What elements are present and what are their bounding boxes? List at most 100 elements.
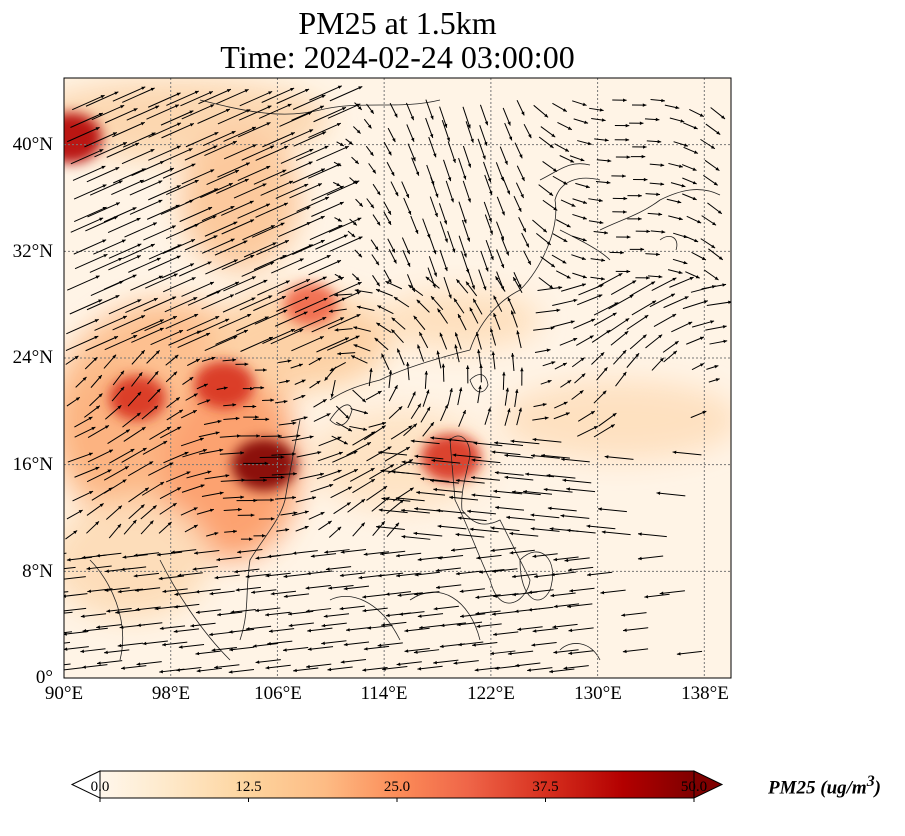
wind-arrow (195, 650, 221, 656)
wind-arrow (483, 161, 492, 183)
wind-arrow (156, 551, 183, 557)
wind-arrow (271, 258, 304, 274)
wind-arrow (123, 519, 137, 535)
wind-arrow (111, 179, 144, 195)
colorbar-tick-label: 12.5 (235, 779, 262, 795)
wind-arrow (109, 448, 135, 464)
wind-arrow (495, 162, 504, 182)
wind-arrow (527, 667, 553, 672)
wind-arrow (686, 336, 705, 345)
wind-arrow (146, 204, 180, 220)
wind-arrow (586, 524, 616, 530)
colorbar-tick-label: 50.0 (680, 779, 708, 795)
wind-arrow (211, 647, 237, 652)
wind-arrow (422, 389, 430, 407)
wind-arrow (445, 180, 454, 203)
wind-arrow (293, 667, 319, 673)
wind-arrow (166, 396, 181, 408)
wind-arrow (329, 236, 363, 252)
wind-arrow (368, 421, 387, 428)
wind-arrow (328, 291, 361, 307)
wind-arrow (458, 157, 467, 180)
wind-arrow (295, 525, 309, 532)
wind-arrow (511, 573, 538, 579)
wind-arrow (106, 142, 140, 158)
wind-arrow (469, 527, 499, 533)
wind-arrow (363, 645, 390, 651)
wind-arrow (596, 367, 608, 381)
wind-arrow (447, 388, 453, 406)
wind-arrow (440, 622, 466, 628)
wind-arrow (367, 624, 393, 630)
xtick-label: 130°E (574, 683, 622, 704)
wind-arrow (162, 238, 196, 255)
wind-arrow (425, 117, 434, 139)
wind-arrow (650, 230, 666, 234)
wind-arrow (166, 409, 184, 421)
wind-arrow (496, 271, 505, 291)
wind-arrow (165, 371, 178, 383)
wind-arrow (267, 553, 293, 559)
wind-arrow (354, 102, 363, 111)
wind-arrow (311, 185, 344, 201)
wind-arrow (245, 573, 271, 579)
wind-arrow (553, 649, 579, 654)
wind-arrow (700, 238, 716, 249)
wind-arrow (66, 556, 93, 562)
wind-arrow (333, 468, 359, 482)
wind-arrow (223, 144, 257, 160)
wind-arrow (234, 279, 268, 295)
wind-arrow (313, 398, 327, 408)
wind-arrow (196, 383, 208, 390)
wind-arrow (403, 197, 412, 216)
wind-arrow (243, 404, 257, 409)
wind-arrow (604, 455, 634, 460)
wind-arrow (140, 505, 157, 520)
wind-arrow (427, 267, 436, 288)
wind-arrow (336, 421, 353, 432)
wind-arrow (532, 416, 549, 421)
wind-arrow (321, 622, 347, 628)
wind-arrow (354, 249, 363, 258)
wind-arrow (379, 550, 406, 556)
wind-arrow (629, 247, 645, 252)
wind-arrow (309, 224, 343, 241)
wind-arrow (530, 454, 560, 459)
wind-arrow (329, 362, 346, 372)
wind-arrow (64, 611, 73, 614)
wind-arrow (131, 327, 164, 343)
wind-arrow (532, 219, 548, 233)
wind-arrow (339, 605, 365, 611)
wind-arrow (701, 215, 717, 226)
wind-arrow (560, 457, 590, 463)
wind-arrow (64, 641, 71, 644)
wind-arrow (610, 330, 629, 346)
wind-arrow (251, 222, 285, 238)
wind-arrow (492, 631, 519, 637)
wind-arrow (131, 349, 146, 365)
wind-arrow (122, 412, 141, 428)
wind-arrow (656, 491, 686, 497)
wind-arrow (418, 624, 445, 630)
wind-arrow (566, 487, 596, 493)
wind-arrow (218, 313, 252, 330)
wind-arrow (275, 183, 309, 199)
wind-arrow (593, 424, 615, 438)
xtick-label: 114°E (360, 683, 408, 704)
wind-arrow (441, 120, 450, 142)
wind-arrow (686, 215, 702, 224)
wind-arrow (523, 489, 553, 495)
wind-arrow (331, 435, 349, 445)
wind-arrow (329, 281, 362, 298)
wind-arrow (477, 138, 486, 160)
wind-arrow (334, 217, 342, 222)
wind-arrow (662, 340, 679, 353)
wind-arrow (458, 235, 467, 258)
wind-arrow (64, 646, 89, 651)
wind-arrow (86, 565, 112, 571)
wind-arrow (255, 202, 289, 218)
wind-arrow (682, 177, 697, 185)
wind-arrow (705, 325, 727, 331)
wind-arrow (708, 378, 720, 383)
pm25-field (64, 78, 731, 678)
